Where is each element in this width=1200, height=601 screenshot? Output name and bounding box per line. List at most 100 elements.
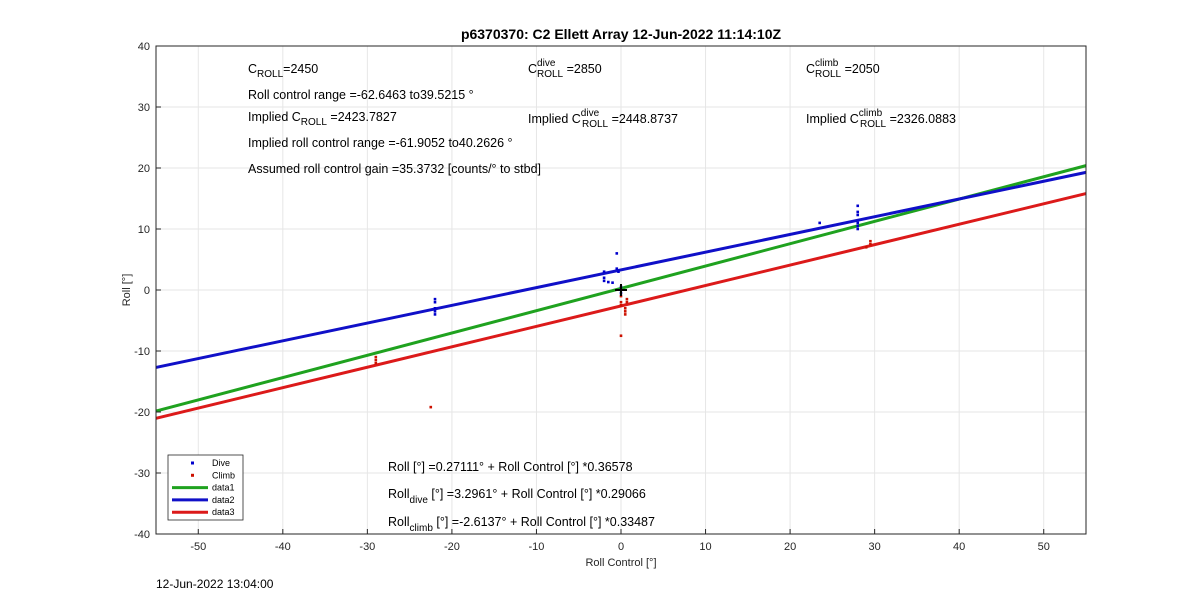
point-dive	[611, 281, 614, 284]
point-dive	[856, 221, 860, 225]
point-climb	[623, 310, 627, 313]
point-dive	[856, 224, 860, 228]
y-tick-label: -30	[134, 468, 150, 480]
y-tick-label: 40	[138, 41, 150, 53]
c-climb-sup: climb	[815, 58, 839, 69]
point-dive	[602, 276, 606, 280]
point-dive	[433, 297, 437, 301]
point-dive	[433, 307, 437, 310]
x-tick-label: -20	[444, 541, 460, 553]
x-tick-label: -50	[190, 541, 206, 553]
point-dive	[818, 221, 821, 225]
eq-climb-base: Roll	[388, 515, 410, 529]
y-tick-label: 30	[138, 102, 150, 114]
implied-c-climb-sub: ROLL	[860, 119, 887, 130]
point-climb	[869, 242, 872, 246]
c-climb-base: C	[806, 62, 815, 76]
c-dive-value: =2850	[563, 62, 602, 76]
point-climb	[625, 300, 629, 304]
implied-c-dive-base: Implied C	[528, 112, 581, 126]
point-climb	[429, 405, 433, 409]
point-climb	[619, 303, 623, 307]
x-tick-label: 50	[1038, 541, 1050, 553]
c-climb-sub: ROLL	[815, 69, 842, 80]
x-tick-label: 0	[618, 541, 624, 553]
implied-c-climb-value: =2326.0883	[886, 112, 956, 126]
y-tick-label: 20	[138, 163, 150, 175]
implied-c-dive-sup: dive	[581, 108, 600, 119]
annotation-implied-c-dive: Implied Cdive ROLL =2448.8737	[528, 108, 678, 130]
y-axis-label: Roll [°]	[121, 274, 133, 307]
eq-climb-sub: climb	[410, 523, 434, 534]
x-tick-label: -40	[275, 541, 291, 553]
annotation-eq-climb: Rollclimb [°] =-2.6137° + Roll Control […	[388, 515, 655, 534]
annotation-c-roll: CROLL=2450	[248, 62, 318, 80]
legend-label: data1	[212, 483, 235, 493]
point-dive	[856, 213, 860, 217]
x-tick-label: 40	[953, 541, 965, 553]
timestamp: 12-Jun-2022 13:04:00	[156, 577, 274, 591]
x-tick-label: 20	[784, 541, 796, 553]
legend-label: Climb	[212, 470, 235, 480]
point-dive	[856, 227, 860, 231]
c-roll-base: C	[248, 62, 257, 76]
point-climb	[374, 355, 378, 359]
annotation-eq-all: Roll [°] =0.27111° + Roll Control [°] *0…	[388, 460, 633, 474]
x-tick-label: 10	[699, 541, 711, 553]
annotation-implied-c-roll: Implied CROLL =2423.7827	[248, 110, 397, 128]
y-tick-label: -40	[134, 529, 150, 541]
point-climb	[374, 358, 378, 362]
axis-ticks: -50 -40 -30 -20 -10 0 10 20 30 40 50 -40 -30 -20 -10 0 1…	[134, 41, 1050, 553]
point-dive	[617, 270, 620, 273]
annotation-gain: Assumed roll control gain =35.3732 [coun…	[248, 162, 541, 176]
point-climb	[619, 334, 623, 338]
legend-label: data2	[212, 495, 235, 505]
point-climb	[623, 313, 627, 316]
eq-dive-rest: [°] =3.2961° + Roll Control [°] *0.29066	[428, 487, 646, 501]
point-climb	[625, 297, 629, 301]
eq-dive-base: Roll	[388, 487, 410, 501]
annotation-eq-dive: Rolldive [°] =3.2961° + Roll Control [°]…	[388, 487, 646, 506]
legend-marker-dive	[191, 461, 194, 465]
annotation-implied-range: Implied roll control range =-61.9052 to4…	[248, 136, 513, 150]
chart-title: p6370370: C2 Ellett Array 12-Jun-2022 11…	[461, 26, 782, 42]
eq-dive-sub: dive	[410, 495, 429, 506]
y-tick-label: -20	[134, 407, 150, 419]
eq-climb-rest: [°] =-2.6137° + Roll Control [°] *0.3348…	[433, 515, 655, 529]
annotation-c-dive: Cdive ROLL =2850	[528, 58, 602, 80]
point-dive	[856, 204, 860, 208]
data-points	[374, 204, 872, 409]
annotation-implied-c-climb: Implied Cclimb ROLL =2326.0883	[806, 108, 956, 130]
c-roll-value: =2450	[283, 62, 318, 76]
legend-label: Dive	[212, 458, 230, 468]
point-climb	[374, 361, 378, 365]
implied-c-roll-sub: ROLL	[301, 117, 328, 128]
point-dive	[607, 280, 610, 284]
point-climb	[623, 307, 627, 310]
implied-c-dive-value: =2448.8737	[608, 112, 678, 126]
point-climb	[864, 246, 868, 249]
implied-c-climb-base: Implied C	[806, 112, 859, 126]
point-dive	[433, 300, 437, 304]
c-dive-sup: dive	[537, 58, 556, 69]
annotation-c-climb: Cclimb ROLL =2050	[806, 58, 880, 80]
x-axis-label: Roll Control [°]	[585, 557, 656, 569]
implied-c-roll-base: Implied C	[248, 110, 301, 124]
point-climb	[869, 239, 872, 243]
c-dive-sub: ROLL	[537, 69, 564, 80]
legend: Dive Climb data1 data2 data3	[167, 454, 244, 521]
point-dive	[602, 279, 606, 283]
implied-c-roll-value: =2423.7827	[327, 110, 397, 124]
point-dive	[433, 313, 437, 316]
c-climb-value: =2050	[841, 62, 880, 76]
fit-line-data2	[155, 170, 1087, 369]
y-tick-label: 0	[144, 285, 150, 297]
legend-marker-climb	[191, 473, 194, 477]
point-dive	[615, 252, 619, 255]
point-climb	[619, 294, 623, 298]
implied-c-dive-sub: ROLL	[582, 119, 609, 130]
point-dive	[615, 267, 619, 270]
y-tick-label: 10	[138, 224, 150, 236]
point-dive	[433, 310, 437, 313]
